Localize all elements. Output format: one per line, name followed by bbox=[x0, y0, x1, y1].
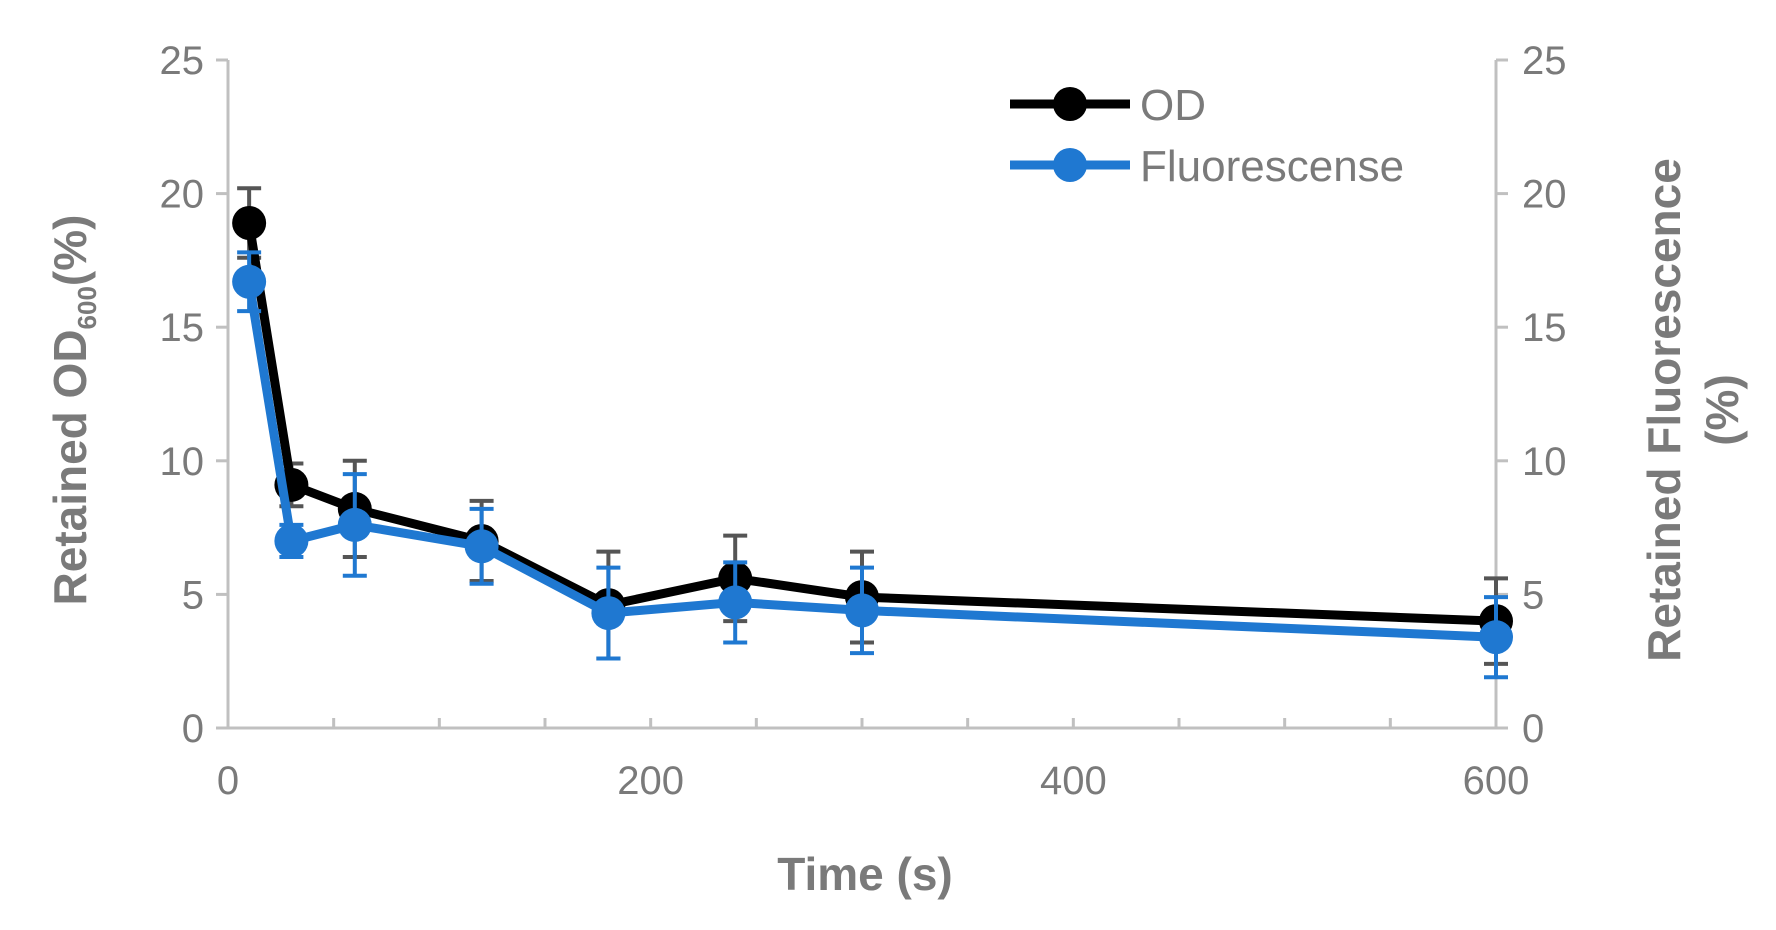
y-tick-label-right: 15 bbox=[1522, 306, 1567, 350]
series-layer bbox=[232, 186, 1513, 680]
fluorescense-point bbox=[464, 529, 499, 564]
legend-item-fluorescense: Fluorescense bbox=[1010, 142, 1404, 191]
y-tick-label-right: 5 bbox=[1522, 573, 1544, 617]
y-axis-title-right-line2: (%) bbox=[1696, 374, 1748, 446]
y-axis-title-right-line1: Retained Fluorescence bbox=[1638, 158, 1690, 662]
y-axis-title-left-subscript: 600 bbox=[72, 286, 102, 329]
series-od bbox=[232, 186, 1513, 666]
y-tick-label-right: 10 bbox=[1522, 440, 1567, 484]
x-tick-label: 400 bbox=[1040, 759, 1107, 803]
y-axis-title-left-tail: (%) bbox=[44, 215, 96, 287]
y-tick-label-right: 25 bbox=[1522, 39, 1567, 83]
legend-label-fluorescense: Fluorescense bbox=[1140, 142, 1404, 191]
y-axis-title-left-main: Retained OD bbox=[44, 329, 96, 605]
legend: OD Fluorescense bbox=[1010, 81, 1404, 191]
x-tick-label: 0 bbox=[217, 759, 239, 803]
y-tick-label-left: 5 bbox=[182, 573, 204, 617]
x-axis-title: Time (s) bbox=[777, 848, 953, 900]
y-axis-title-left: Retained OD600(%) bbox=[44, 215, 102, 606]
od-point bbox=[232, 205, 267, 240]
x-tick-label: 200 bbox=[617, 759, 684, 803]
y-tick-label-left: 20 bbox=[160, 173, 205, 217]
legend-marker-od bbox=[1053, 87, 1087, 121]
od-line bbox=[244, 222, 1497, 626]
fluorescense-point bbox=[591, 596, 626, 631]
y-tick-label-left: 10 bbox=[160, 440, 205, 484]
fluorescense-point bbox=[337, 507, 372, 542]
fluorescense-point bbox=[845, 593, 879, 628]
legend-label-od: OD bbox=[1140, 81, 1206, 130]
y-tick-label-left: 15 bbox=[160, 306, 205, 350]
fluorescense-point bbox=[232, 264, 267, 299]
x-tick-label: 600 bbox=[1463, 759, 1530, 803]
fluorescense-point bbox=[274, 523, 309, 558]
y-tick-label-left: 25 bbox=[160, 39, 205, 83]
legend-marker-fluorescense bbox=[1053, 148, 1087, 182]
series-fluorescense bbox=[232, 250, 1513, 680]
y-tick-label-right: 0 bbox=[1522, 707, 1544, 751]
legend-item-od: OD bbox=[1010, 81, 1206, 130]
y-tick-label-left: 0 bbox=[182, 707, 204, 751]
fluorescense-point bbox=[1479, 620, 1513, 655]
fluorescense-point bbox=[718, 585, 753, 620]
y-tick-label-right: 20 bbox=[1522, 173, 1567, 217]
